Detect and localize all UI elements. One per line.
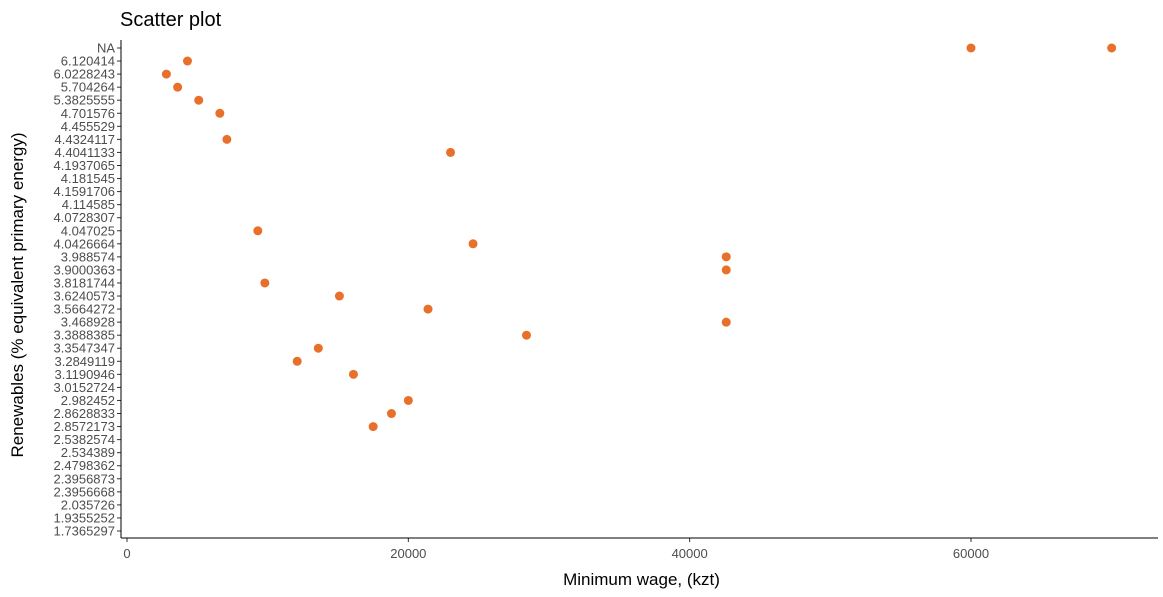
- y-tick-label: 4.0426664: [54, 236, 115, 251]
- y-tick-label: 3.3547347: [54, 341, 115, 356]
- y-tick-label: 3.8181744: [54, 275, 115, 290]
- y-tick-label: 6.120414: [61, 54, 115, 69]
- y-tick-label: 4.1591706: [54, 184, 115, 199]
- y-tick-label: 2.8628833: [54, 406, 115, 421]
- y-tick-label: 2.8572173: [54, 419, 115, 434]
- y-tick-label: 2.5382574: [54, 432, 115, 447]
- data-point: [173, 82, 183, 92]
- y-tick-label: 4.114585: [62, 197, 115, 212]
- data-point: [721, 265, 731, 275]
- y-tick-label: 1.7365297: [54, 524, 115, 539]
- y-tick-label: 4.0728307: [54, 210, 115, 225]
- x-tick-label: 40000: [672, 546, 708, 561]
- data-point: [253, 226, 263, 236]
- data-point: [403, 395, 413, 405]
- y-tick-label: 3.3888385: [54, 328, 115, 343]
- y-tick-label: 6.0228243: [54, 67, 115, 82]
- y-tick-label: NA: [97, 41, 115, 56]
- data-point: [161, 69, 171, 79]
- data-point: [313, 343, 323, 353]
- data-point: [423, 304, 433, 314]
- data-point: [368, 422, 378, 432]
- y-tick-label: 5.704264: [61, 80, 115, 95]
- y-tick-label: 4.4324117: [55, 132, 116, 147]
- data-point: [446, 147, 456, 157]
- y-axis-ticks: 1.73652971.93552522.0357262.39566682.395…: [54, 41, 121, 539]
- data-points: [161, 43, 1117, 432]
- data-point: [348, 369, 358, 379]
- y-tick-label: 3.468928: [61, 315, 115, 330]
- y-tick-label: 5.3825555: [54, 93, 115, 108]
- y-tick-label: 1.9355252: [54, 510, 115, 525]
- x-tick-label: 60000: [953, 546, 989, 561]
- y-tick-label: 3.2849119: [55, 354, 116, 369]
- data-point: [1107, 43, 1117, 53]
- data-point: [194, 95, 204, 105]
- y-tick-label: 4.181545: [61, 171, 115, 186]
- y-tick-label: 3.9000363: [54, 262, 115, 277]
- data-point: [182, 56, 192, 66]
- data-point: [215, 108, 225, 118]
- data-point: [222, 134, 232, 144]
- y-tick-label: 3.1190946: [55, 367, 116, 382]
- data-point: [334, 291, 344, 301]
- y-tick-label: 3.5664272: [54, 302, 115, 317]
- y-tick-label: 4.701576: [61, 106, 115, 121]
- y-tick-label: 2.534389: [61, 445, 115, 460]
- y-tick-label: 4.047025: [61, 223, 115, 238]
- x-tick-label: 20000: [390, 546, 426, 561]
- chart-title: Scatter plot: [120, 9, 222, 31]
- data-point: [721, 252, 731, 262]
- data-point: [260, 278, 270, 288]
- data-point: [521, 330, 531, 340]
- y-tick-label: 4.4041133: [55, 145, 116, 160]
- data-point: [292, 356, 302, 366]
- x-axis-ticks: 0 20000 40000 60000: [123, 538, 989, 561]
- y-tick-label: 2.3956873: [54, 471, 115, 486]
- y-tick-label: 2.035726: [61, 497, 115, 512]
- y-tick-label: 4.1937065: [54, 158, 115, 173]
- data-point: [721, 317, 731, 327]
- y-tick-label: 2.982452: [61, 393, 115, 408]
- y-tick-label: 4.455529: [61, 119, 115, 134]
- y-tick-label: 3.988574: [61, 249, 115, 264]
- y-tick-label: 3.6240573: [54, 289, 115, 304]
- y-tick-label: 2.3956668: [54, 484, 115, 499]
- y-tick-label: 2.4798362: [54, 458, 115, 473]
- data-point: [966, 43, 976, 53]
- data-point: [386, 409, 396, 419]
- data-point: [468, 239, 478, 249]
- x-tick-label: 0: [123, 546, 130, 561]
- y-tick-label: 3.0152724: [54, 380, 115, 395]
- x-axis-label: Minimum wage, (kzt): [563, 570, 720, 589]
- y-axis-label: Renewables (% equivalent primary energy): [8, 132, 27, 457]
